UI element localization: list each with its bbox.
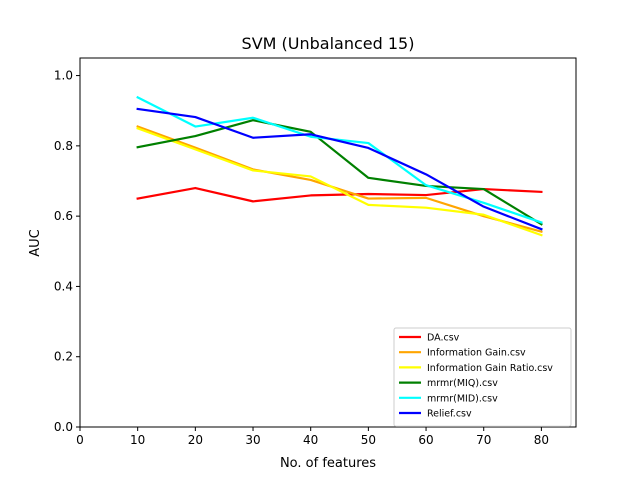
y-axis-label: AUC bbox=[28, 229, 43, 257]
legend-label-3: mrmr(MIQ).csv bbox=[427, 378, 498, 389]
legend-label-0: DA.csv bbox=[427, 333, 460, 344]
legend: DA.csv Information Gain.csv Information Ga… bbox=[393, 327, 572, 427]
axes: 0 10 20 30 40 50 60 70 80 0.0 0.2 0.4 0.6 0.8 1.0 bbox=[54, 57, 577, 447]
chart-title: SVM (Unbalanced 15) bbox=[242, 34, 415, 53]
series-line-4 bbox=[136, 95, 543, 224]
y-tick-label: 0.8 bbox=[54, 139, 73, 153]
y-tick-label: 1.0 bbox=[54, 69, 73, 83]
x-tick-label: 40 bbox=[303, 433, 318, 447]
x-tick-label: 60 bbox=[418, 433, 433, 447]
plot-area bbox=[136, 95, 543, 237]
plot-frame bbox=[79, 57, 577, 428]
legend-label-5: Relief.csv bbox=[427, 409, 472, 420]
series-line-2 bbox=[136, 126, 543, 237]
legend-label-2: Information Gain Ratio.csv bbox=[427, 363, 553, 374]
series-line-3 bbox=[136, 119, 543, 226]
x-tick-label: 80 bbox=[534, 433, 549, 447]
y-tick-label: 0.6 bbox=[54, 209, 73, 223]
x-tick-label: 20 bbox=[188, 433, 203, 447]
y-tick-label: 0.0 bbox=[54, 420, 73, 434]
y-tick-label: 0.4 bbox=[54, 279, 73, 293]
y-tick-label: 0.2 bbox=[54, 350, 73, 364]
series-line-1 bbox=[136, 125, 543, 233]
series-line-5 bbox=[136, 107, 543, 231]
legend-label-1: Information Gain.csv bbox=[427, 348, 526, 359]
x-tick-label: 50 bbox=[361, 433, 376, 447]
legend-box bbox=[393, 327, 572, 427]
series-line-0 bbox=[136, 186, 543, 203]
x-axis-label: No. of features bbox=[280, 456, 376, 471]
x-tick-label: 0 bbox=[76, 433, 84, 447]
x-tick-label: 70 bbox=[476, 433, 491, 447]
x-tick-label: 10 bbox=[130, 433, 145, 447]
x-tick-label: 30 bbox=[245, 433, 260, 447]
legend-label-4: mrmr(MID).csv bbox=[427, 393, 498, 404]
